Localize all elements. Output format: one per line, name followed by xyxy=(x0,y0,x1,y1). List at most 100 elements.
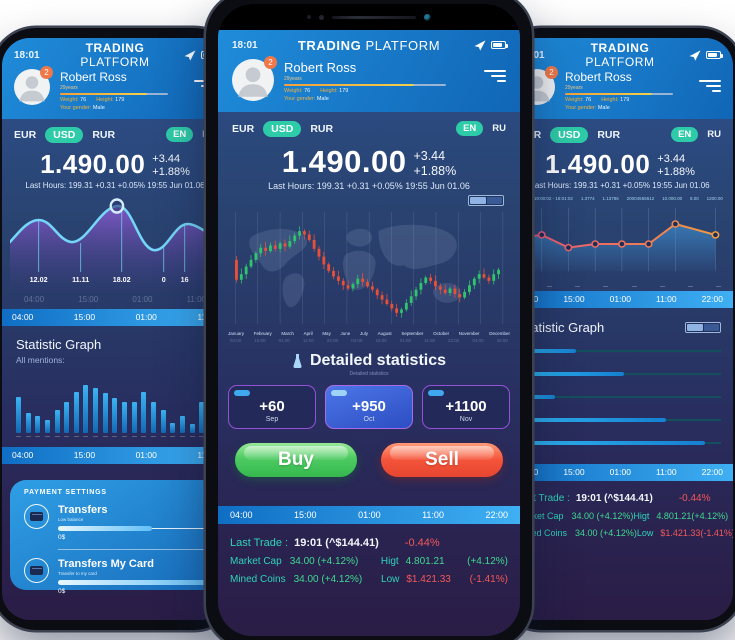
month-label: February xyxy=(253,330,272,336)
tiny-value: 01:00 xyxy=(278,337,290,343)
stats-block: Last Trade : 19:01 (^$144.41) -0.44% Mar… xyxy=(507,481,733,538)
avatar[interactable]: 2 xyxy=(14,66,53,105)
notification-badge: 2 xyxy=(264,56,277,69)
mention-bar xyxy=(141,391,147,433)
stat-card-sep[interactable]: +60 Sep xyxy=(228,384,316,429)
stat-value: 34.00 (+4.12%) xyxy=(571,510,634,521)
payment-sublabel: Low balance xyxy=(58,516,84,522)
progress-row xyxy=(519,440,721,445)
mentions-bar-chart xyxy=(2,371,228,433)
tick-row xyxy=(2,433,228,437)
tick-mark xyxy=(160,435,166,437)
profile-gender: Your gender: Male xyxy=(284,95,329,102)
mention-bar xyxy=(73,391,79,433)
card-icon xyxy=(24,503,49,529)
currency-tab-usd[interactable]: USD xyxy=(550,126,589,143)
payment-settings-title: PAYMENT SETTINGS xyxy=(24,488,107,496)
time-label: 04:00 xyxy=(12,450,34,460)
sell-button[interactable]: Sell xyxy=(381,442,503,477)
menu-icon[interactable] xyxy=(482,59,506,82)
profile-meta: Weight: 76 Height: 179 xyxy=(284,88,349,94)
tiny-value: 04:00 xyxy=(472,337,484,343)
tick-mark xyxy=(141,435,147,437)
stat-label: Mined Coins xyxy=(230,573,286,585)
status-time: 18:01 xyxy=(14,49,40,61)
stat-label: Market Cap xyxy=(517,510,564,521)
profile-name: Robert Ross xyxy=(565,70,632,84)
location-icon xyxy=(474,39,486,51)
range-toggle[interactable] xyxy=(468,194,504,206)
currency-row: EUR USD RUR EN RU xyxy=(218,112,520,144)
tiny-value: 15:00 xyxy=(78,294,99,304)
tiny-value: 1.13786 xyxy=(602,195,619,201)
payment-slider[interactable] xyxy=(58,525,228,531)
lang-tab-en[interactable]: EN xyxy=(456,121,484,136)
currency-tab-eur[interactable]: EUR xyxy=(14,128,37,141)
lang-tab-ru[interactable]: RU xyxy=(492,123,506,134)
lang-tab-ru[interactable]: RU xyxy=(707,129,721,140)
currency-row: EUR USD RUR EN RU xyxy=(507,119,733,149)
menu-icon[interactable] xyxy=(697,69,721,92)
card-pill xyxy=(428,389,444,396)
detailed-statistics-subtitle: Detailed statistics xyxy=(349,370,389,377)
tiny-value: 20004555612 xyxy=(626,195,655,201)
payment-item-transfers[interactable]: Transfers Low balance 0$ xyxy=(24,503,228,550)
camera-lens xyxy=(424,13,431,21)
currency-tab-rur[interactable]: RUR xyxy=(310,122,334,135)
tick-mark xyxy=(179,435,185,437)
notification-badge: 2 xyxy=(545,66,558,79)
stat-value: 34.00 (+4.12%) xyxy=(293,573,363,585)
mention-bar xyxy=(199,401,205,433)
payment-item-transfers-my-card[interactable]: Transfers My Card Transfer to my card 0$ xyxy=(24,557,228,595)
flask-icon xyxy=(293,353,302,368)
tick-mark xyxy=(16,435,21,437)
profile-info: Robert Ross 29years Weight: 76 Height: 17… xyxy=(284,59,482,102)
currency-tab-rur[interactable]: RUR xyxy=(597,128,621,141)
tick-mark xyxy=(25,435,31,437)
avatar[interactable]: 2 xyxy=(232,56,277,101)
card-label: Sep xyxy=(265,415,279,423)
currency-tab-eur[interactable]: EUR xyxy=(232,122,255,135)
currency-tab-rur[interactable]: RUR xyxy=(92,128,116,141)
tiny-value: 01:00 xyxy=(399,337,412,343)
battery-icon xyxy=(491,41,508,49)
time-label: 15:00 xyxy=(73,312,96,322)
faint-time-row: 04:00 15:00 01:00 11:00 xyxy=(2,292,228,304)
profile-progress xyxy=(565,93,674,95)
stat-card-nov[interactable]: +1100 Nov xyxy=(422,384,510,429)
stats-row: Mined Coins 34.00 (+4.12%) Low $1.421.33 (-1… xyxy=(517,528,733,538)
card-pill xyxy=(331,389,347,396)
stat-label: Last Trade : xyxy=(230,536,289,549)
tick-mark xyxy=(35,435,41,437)
tick-mark xyxy=(631,285,637,287)
progress-row xyxy=(519,371,721,376)
stat-value: 4.801.21 xyxy=(656,510,692,521)
tick-mark xyxy=(575,285,581,287)
price-change-col: +3.44 +1.88% xyxy=(657,149,695,179)
buy-button[interactable]: Buy xyxy=(235,442,357,477)
world-map xyxy=(249,224,461,307)
payment-slider[interactable] xyxy=(58,579,228,585)
stat-label: Higt xyxy=(633,510,650,521)
currency-tab-usd[interactable]: USD xyxy=(45,126,84,143)
tiny-value: 15:00 xyxy=(496,337,508,343)
stat-card-oct[interactable]: +950 Oct xyxy=(325,384,413,429)
lang-tab-en[interactable]: EN xyxy=(671,127,699,142)
range-toggle[interactable] xyxy=(685,321,721,333)
price-change-col: +3.44 +1.88% xyxy=(152,149,190,179)
stats-rows: Market Cap 34.00 (+4.12%) Higt 4.801.21 (+4.… xyxy=(517,510,733,538)
time-label: 15:00 xyxy=(563,467,585,477)
payment-label: Transfers xyxy=(58,503,108,516)
tick-mark xyxy=(659,285,665,287)
speaker xyxy=(332,15,416,19)
card-label: Nov xyxy=(459,415,473,423)
currency-tab-usd[interactable]: USD xyxy=(263,120,302,137)
profile-gender: Your gender: Male xyxy=(60,104,105,111)
lang-tab-en[interactable]: EN xyxy=(166,127,194,142)
time-label: 04:00 xyxy=(12,312,34,322)
